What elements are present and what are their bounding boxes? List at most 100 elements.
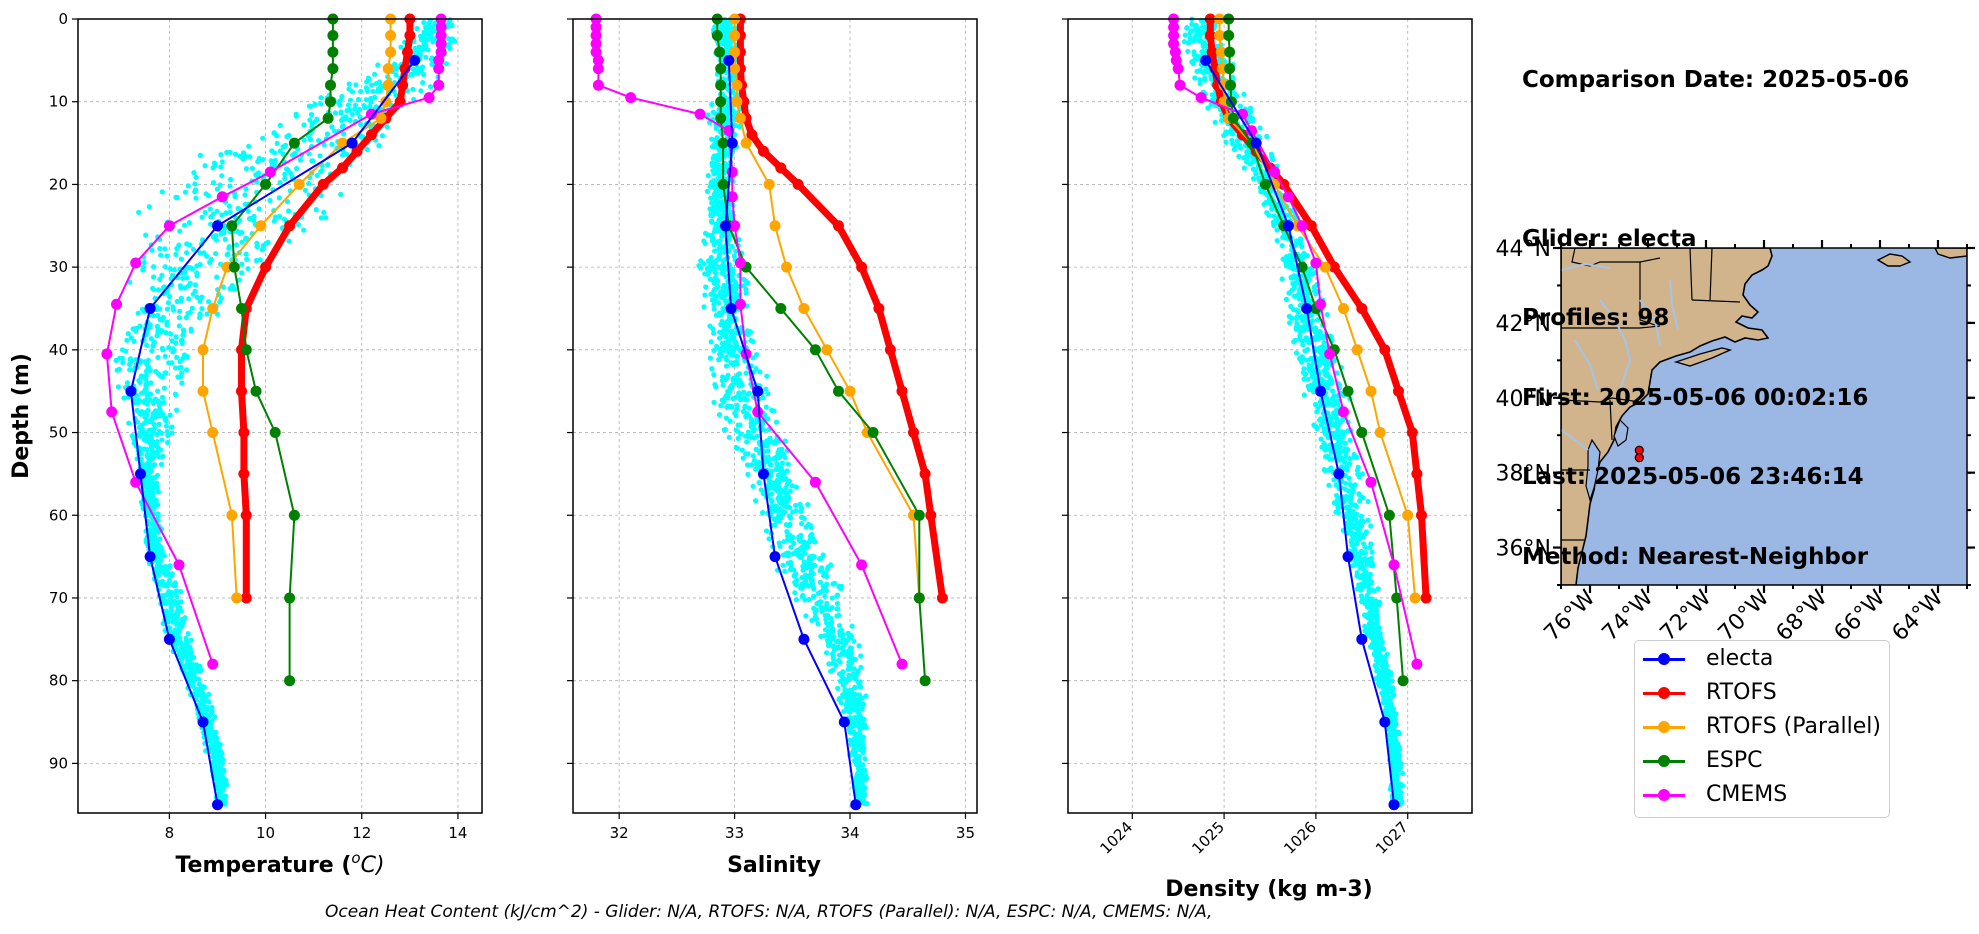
density-scatter-point (1279, 243, 1285, 249)
salinity-scatter-point (719, 23, 725, 29)
salinity-scatter-point (711, 372, 717, 378)
temperature-scatter-point (221, 794, 227, 801)
density-scatter-point (1191, 38, 1197, 44)
temperature-scatter-point (243, 186, 249, 192)
temperature-scatter-point (173, 334, 179, 340)
salinity-scatter-point (724, 105, 730, 111)
temperature-scatter-point (131, 338, 137, 344)
temperature-scatter-point (321, 142, 327, 148)
temperature-point-electa (144, 551, 156, 563)
depth-ylabel: Depth (m) (9, 353, 34, 479)
temperature-scatter-point (115, 384, 121, 390)
density-scatter-point (1369, 549, 1375, 555)
salinity-scatter-point (788, 562, 794, 569)
salinity-scatter-point (720, 208, 726, 214)
temperature-point-rtofs-parallel (385, 46, 397, 58)
salinity-scatter-point (723, 151, 729, 157)
temperature-scatter-point (379, 133, 386, 139)
density-scatter-point (1266, 212, 1272, 218)
salinity-scatter-point (713, 295, 719, 301)
density-scatter-point (1360, 566, 1366, 572)
temperature-point-electa (409, 54, 421, 66)
temperature-point-cmems (130, 476, 142, 488)
salinity-scatter-point (745, 391, 751, 397)
density-scatter-point (1304, 253, 1310, 259)
salinity-point-espc (775, 303, 787, 314)
density-scatter-point (1324, 312, 1330, 318)
salinity-scatter-point (780, 511, 786, 517)
temperature-xlabel: Temperature (oC) (175, 849, 384, 878)
temperature-scatter-point (420, 80, 426, 86)
salinity-scatter-point (859, 701, 865, 707)
temperature-scatter-point (355, 96, 362, 103)
temperature-scatter-point (316, 138, 322, 144)
density-scatter-point (1375, 586, 1381, 592)
temperature-scatter-point (312, 101, 318, 107)
temperature-scatter-point (144, 447, 150, 453)
temperature-scatter-point (318, 101, 324, 107)
density-scatter-point (1313, 401, 1319, 408)
temperature-point-rtofs (238, 427, 250, 438)
temperature-point-cmems (433, 63, 445, 75)
salinity-scatter-point (856, 756, 862, 762)
temperature-scatter-point (224, 252, 230, 258)
temperature-scatter-point (191, 670, 197, 676)
salinity-scatter-point (712, 270, 718, 276)
temperature-scatter-point (121, 395, 127, 401)
temperature-scatter-point (156, 453, 162, 460)
salinity-scatter-point (837, 678, 843, 685)
temperature-scatter-point (236, 277, 242, 283)
temperature-scatter-point (124, 380, 130, 386)
salinity-scatter-point (856, 643, 862, 649)
temperature-scatter-point (210, 234, 216, 240)
temperature-plot-frame (78, 19, 482, 813)
temperature-scatter-point (166, 360, 172, 366)
temperature-scatter-point (239, 261, 245, 267)
salinity-scatter-point (825, 632, 831, 638)
temperature-scatter-point (210, 730, 216, 736)
temperature-scatter-point (157, 276, 163, 282)
salinity-scatter-point (702, 240, 708, 246)
temperature-scatter-point (358, 88, 364, 95)
density-scatter-point (1264, 133, 1270, 140)
salinity-scatter-point (792, 590, 798, 596)
density-scatter-point (1288, 303, 1294, 309)
salinity-scatter-point (836, 696, 843, 702)
salinity-scatter-point (860, 762, 866, 768)
temperature-scatter-point (192, 181, 198, 187)
temperature-point-espc (288, 509, 300, 521)
temperature-scatter-point (418, 66, 424, 72)
salinity-scatter-point (721, 327, 727, 333)
temperature-scatter-point (173, 340, 179, 346)
salinity-scatter-point (715, 192, 721, 198)
salinity-point-espc (715, 63, 727, 75)
temperature-scatter-point (184, 640, 190, 646)
density-scatter-point (1271, 213, 1277, 219)
salinity-scatter-point (854, 773, 860, 779)
temperature-scatter-point (189, 305, 195, 311)
temperature-scatter-point (164, 306, 170, 312)
density-scatter-point (1237, 103, 1243, 109)
temperature-scatter-point (243, 236, 249, 242)
density-scatter-point (1241, 165, 1247, 171)
salinity-scatter-point (799, 521, 805, 527)
salinity-scatter-point (803, 572, 809, 578)
salinity-scatter-point (842, 686, 848, 692)
salinity-point-espc (717, 178, 729, 190)
salinity-scatter-point (780, 552, 787, 558)
temperature-scatter-point (214, 208, 220, 214)
salinity-point-espc (715, 112, 727, 124)
temperature-scatter-point (329, 124, 335, 130)
temperature-scatter-point (174, 621, 180, 628)
temperature-scatter-point (352, 102, 359, 108)
temperature-scatter-point (159, 272, 165, 278)
temperature-scatter-point (244, 256, 250, 262)
salinity-point-rtofs-parallel (731, 79, 743, 91)
salinity-scatter-point (705, 271, 711, 277)
temperature-scatter-point (150, 411, 156, 417)
temperature-point-cmems (435, 21, 447, 33)
temperature-scatter-point (358, 134, 364, 140)
temperature-scatter-point (185, 183, 191, 189)
salinity-scatter-point (793, 581, 799, 588)
temperature-scatter-point (145, 479, 151, 485)
